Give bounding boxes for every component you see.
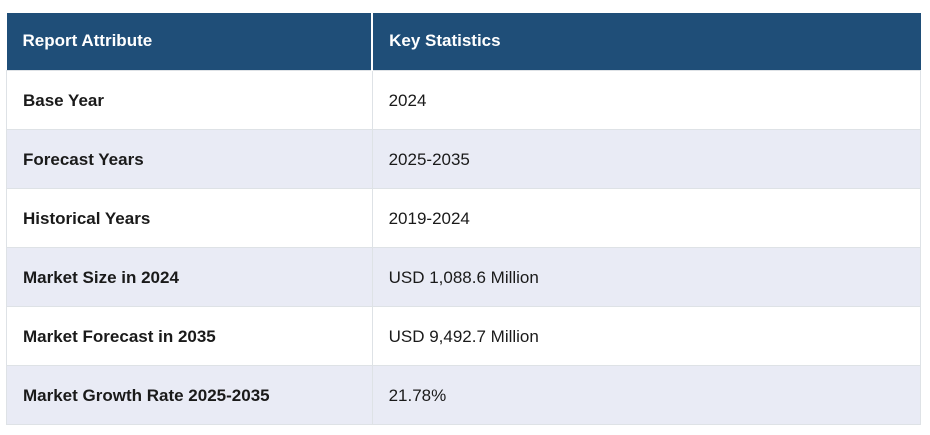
row-attribute-label: Historical Years [6, 187, 373, 248]
column-header-key-statistics: Key Statistics [372, 13, 921, 70]
row-attribute-label: Market Forecast in 2035 [6, 305, 373, 366]
table-row-market-size: Market Size in 2024 USD 1,088.6 Million [6, 246, 922, 307]
row-value: USD 9,492.7 Million [371, 305, 922, 366]
table-row-market-growth-rate: Market Growth Rate 2025-2035 21.78% [6, 364, 922, 425]
key-statistics-table: Report Attribute Key Statistics Base Yea… [6, 13, 922, 425]
row-attribute-label: Base Year [6, 69, 373, 130]
column-header-report-attribute: Report Attribute [6, 13, 374, 70]
row-attribute-label: Forecast Years [6, 128, 373, 189]
row-value: 21.78% [371, 364, 922, 425]
table-row-market-forecast: Market Forecast in 2035 USD 9,492.7 Mill… [6, 305, 922, 366]
row-attribute-label: Market Growth Rate 2025-2035 [6, 364, 373, 425]
row-value: 2019-2024 [371, 187, 922, 248]
row-attribute-label: Market Size in 2024 [6, 246, 373, 307]
table-header-row: Report Attribute Key Statistics [6, 13, 921, 70]
table-row-forecast-years: Forecast Years 2025-2035 [6, 128, 922, 189]
row-value: 2025-2035 [371, 128, 922, 189]
table-row-base-year: Base Year 2024 [6, 69, 922, 130]
row-value: USD 1,088.6 Million [371, 246, 922, 307]
row-value: 2024 [371, 69, 922, 130]
table-row-historical-years: Historical Years 2019-2024 [6, 187, 922, 248]
